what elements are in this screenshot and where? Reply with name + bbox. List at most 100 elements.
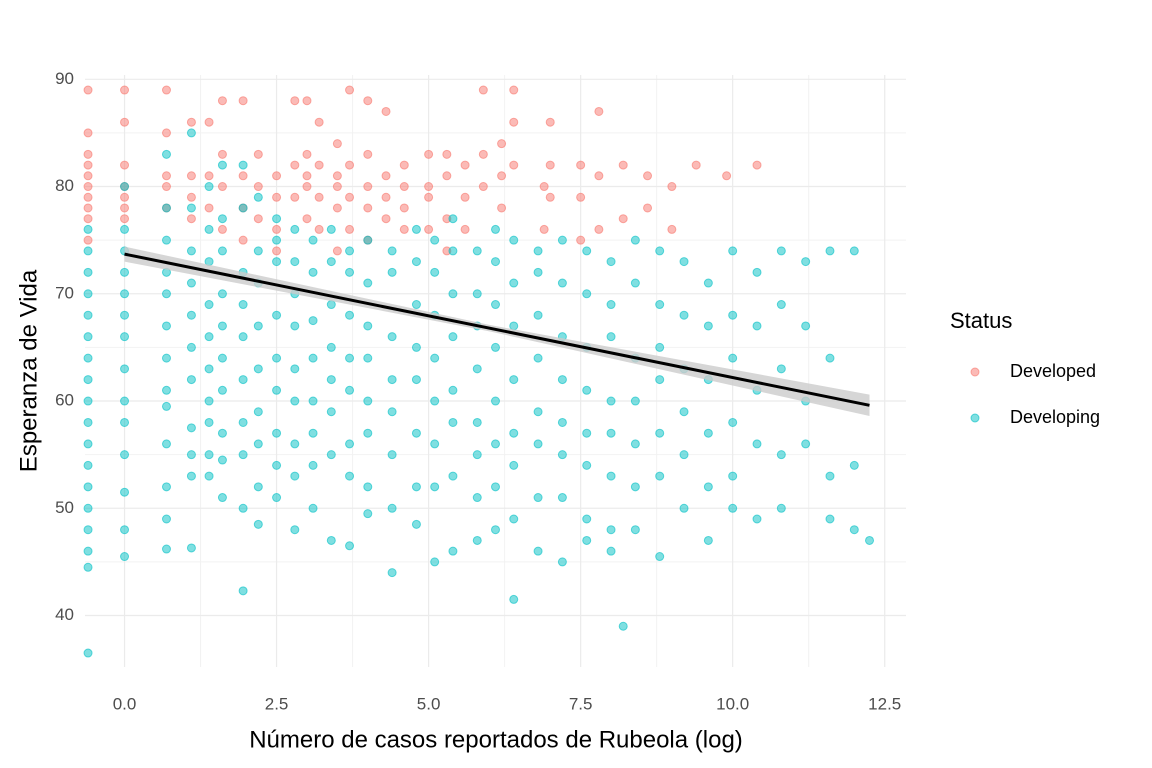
point [253,519,263,529]
point [448,471,458,481]
point [120,192,130,202]
point [83,310,93,320]
x-axis-title: Número de casos reportados de Rubeola (l… [249,726,743,753]
point [326,407,336,417]
point [217,160,227,170]
point [326,257,336,267]
point [120,417,130,427]
point [411,224,421,234]
y-tick-label: 90 [55,69,74,88]
point [83,235,93,245]
point [424,192,434,202]
point [643,203,653,213]
legend-title: Status [950,308,1012,333]
point [411,342,421,352]
point [655,342,665,352]
point [430,267,440,277]
series-points [83,128,875,658]
point [161,353,171,363]
point [630,235,640,245]
point [752,267,762,277]
point [643,171,653,181]
point [186,117,196,127]
point [478,85,488,95]
point [204,471,214,481]
point [308,396,318,406]
point [326,300,336,310]
point [533,407,543,417]
point [606,546,616,556]
point [204,364,214,374]
point [83,525,93,535]
point [472,493,482,503]
point [238,375,248,385]
point [314,160,324,170]
point [272,192,282,202]
point [387,332,397,342]
point [332,139,342,149]
point [332,182,342,192]
x-tick-label: 5.0 [417,694,441,713]
point [204,224,214,234]
point [253,214,263,224]
point [728,310,738,320]
point [582,514,592,524]
point [120,214,130,224]
point [387,375,397,385]
point [186,423,196,433]
point [655,246,665,256]
point [576,192,586,202]
point [430,235,440,245]
point [801,257,811,267]
point [290,396,300,406]
point [509,278,519,288]
y-tick-label: 80 [55,176,74,195]
point [272,171,282,181]
point [472,246,482,256]
point [728,246,738,256]
point [399,224,409,234]
point [825,353,835,363]
point [186,375,196,385]
point [728,353,738,363]
point [557,375,567,385]
point [582,428,592,438]
point [204,450,214,460]
point [545,160,555,170]
point [217,96,227,106]
point [825,471,835,481]
point [539,224,549,234]
point [618,214,628,224]
point [302,149,312,159]
point [290,160,300,170]
point [332,171,342,181]
point [606,471,616,481]
point [448,246,458,256]
point [120,396,130,406]
point [533,546,543,556]
point [308,353,318,363]
point [290,439,300,449]
point [120,450,130,460]
x-tick-label: 0.0 [113,694,137,713]
point [606,257,616,267]
point [509,85,519,95]
point [679,310,689,320]
point [655,471,665,481]
point [424,149,434,159]
point [491,257,500,267]
point [363,149,373,159]
point [345,224,355,234]
point [238,96,248,106]
point [491,525,500,535]
point [679,407,689,417]
point [120,85,130,95]
y-axis-title: Esperanza de Vida [15,269,42,472]
point [448,332,458,342]
point [161,401,171,411]
point [120,364,130,374]
point [345,385,355,395]
point [83,160,93,170]
